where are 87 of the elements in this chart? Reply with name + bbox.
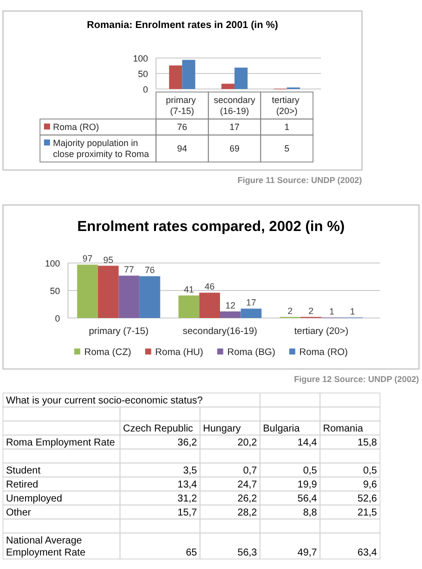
bar — [220, 311, 241, 318]
text: What is your current socio-economic status? — [6, 396, 204, 406]
x-tick-label: secondary(16-19) — [214, 95, 256, 116]
data-label: 0,5 — [363, 466, 378, 476]
text: Unemployed — [6, 494, 62, 504]
bar — [178, 295, 200, 318]
category-label: Hungary — [203, 424, 241, 434]
legend-label: Roma (BG) — [227, 347, 276, 358]
data-label: 46 — [204, 282, 215, 292]
chart-title: Romania: Enrolment rates in 2001 (in %) — [86, 20, 278, 31]
data-label: 77 — [124, 264, 134, 275]
data-label: 14,4 — [298, 438, 318, 448]
data-label: 41 — [184, 284, 194, 294]
text: Retired — [6, 480, 38, 490]
legend-label: Roma (RO) — [299, 347, 348, 358]
bar — [240, 308, 262, 318]
category-label: Romania — [323, 424, 364, 434]
data-label: 17 — [229, 122, 240, 132]
x-tick-label: secondary(16-19) — [182, 326, 258, 337]
data-label: 94 — [177, 144, 188, 154]
data-label: 65 — [186, 548, 198, 558]
data-label: 56,4 — [298, 494, 318, 504]
caption: Figure 12 Source: UNDP (2002) — [294, 374, 420, 384]
y-tick-label: 0 — [142, 84, 148, 94]
data-label: 76 — [144, 265, 155, 276]
data-label: 3,5 — [183, 466, 198, 476]
category-label: Czech Republic — [123, 424, 194, 434]
data-label: 1 — [350, 306, 355, 316]
data-label: 1 — [329, 306, 334, 316]
data-label: 20,2 — [238, 438, 258, 448]
legend-label: Roma (CZ) — [84, 347, 132, 358]
data-label: 76 — [177, 122, 188, 132]
data-label: 49,7 — [298, 548, 318, 558]
data-label: 36,2 — [178, 438, 198, 448]
x-tick-label: tertiary (20>) — [272, 95, 302, 116]
text: National Average Employment Rate — [6, 536, 86, 558]
data-label: 69 — [229, 144, 240, 154]
legend-label: Majority population in close proximity to Roma — [53, 138, 150, 159]
y-tick-label: 100 — [132, 53, 148, 64]
chart-title: Enrolment rates compared, 2002 (in %) — [77, 219, 345, 235]
bar — [234, 68, 248, 89]
data-label: 0,5 — [303, 466, 318, 476]
bar — [221, 84, 234, 89]
data-label: 24,7 — [238, 480, 258, 490]
x-tick-label: primary (7-15) — [166, 95, 198, 116]
data-label: 26,2 — [238, 494, 258, 504]
bar — [77, 264, 98, 318]
text: Student — [6, 466, 41, 476]
data-label: 63,4 — [358, 548, 378, 558]
data-label: 19,9 — [298, 480, 318, 490]
legend-label: Roma (RO) — [53, 122, 100, 132]
data-label: 0,7 — [243, 466, 258, 476]
data-label: 9,6 — [363, 480, 378, 490]
data-label: 1 — [284, 122, 290, 132]
bar — [118, 276, 140, 318]
data-label: 8,8 — [303, 508, 318, 518]
caption: Figure 11 Source: UNDP (2002) — [237, 175, 362, 185]
data-label: 2 — [308, 306, 314, 316]
category-label: Bulgaria — [263, 424, 300, 434]
y-tick-label: 0 — [54, 313, 60, 324]
data-label: 95 — [103, 254, 114, 265]
data-label: 12 — [225, 300, 236, 310]
bar — [169, 65, 182, 89]
data-label: 21,5 — [358, 508, 378, 518]
x-tick-label: tertiary (20>) — [294, 326, 348, 337]
y-tick-label: 50 — [50, 286, 60, 296]
legend-label: Roma (HU) — [155, 347, 204, 358]
data-label: 15,7 — [178, 508, 198, 518]
data-label: 5 — [284, 144, 290, 154]
data-label: 52,6 — [358, 494, 378, 504]
bar — [139, 276, 160, 318]
data-label: 2 — [288, 306, 293, 316]
data-label: 56,3 — [238, 548, 258, 558]
data-label: 13,4 — [178, 480, 198, 490]
x-tick-label: primary (7-15) — [88, 326, 148, 337]
y-tick-label: 50 — [138, 68, 148, 79]
data-label: 15,8 — [358, 438, 378, 448]
text: Other — [6, 508, 32, 518]
bar — [98, 266, 119, 318]
bar — [199, 292, 220, 318]
data-label: 31,2 — [178, 494, 198, 504]
data-label: 28,2 — [238, 508, 258, 518]
bar — [182, 60, 196, 89]
text: Roma Employment Rate — [6, 438, 116, 448]
data-label: 17 — [246, 298, 256, 308]
y-tick-label: 100 — [44, 258, 60, 268]
data-label: 97 — [82, 254, 93, 264]
